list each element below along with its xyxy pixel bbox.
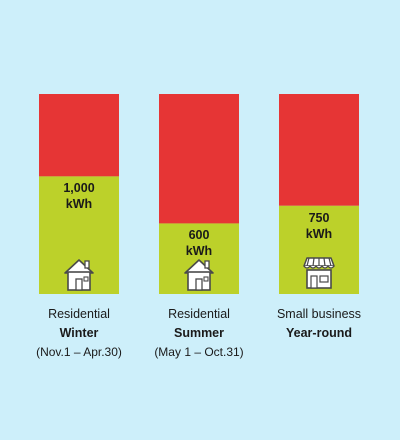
store-awning-edge bbox=[303, 264, 335, 269]
store-awning-stripe bbox=[306, 257, 310, 267]
category-label: Residential Summer (May 1 – Oct.31) bbox=[139, 305, 259, 362]
bar-value-amount: 1,000 bbox=[63, 181, 95, 196]
store-icon bbox=[303, 257, 335, 289]
category-line2: Winter bbox=[59, 326, 99, 340]
bar-value-label: 750 kWh bbox=[279, 210, 359, 242]
store-awning-stripe bbox=[328, 257, 332, 267]
category-line3: (Nov.1 – Apr.30) bbox=[36, 345, 122, 359]
category-label: Small business Year-round bbox=[259, 305, 379, 343]
house-icon bbox=[64, 259, 94, 291]
bar-value-unit: kWh bbox=[185, 244, 213, 259]
bar-value-amount: 750 bbox=[308, 210, 330, 225]
store-awning-stripe bbox=[312, 257, 315, 267]
store-door bbox=[310, 275, 318, 289]
bar-limit-0 bbox=[39, 94, 119, 177]
category-line2: Summer bbox=[173, 326, 225, 340]
category-label: Residential Winter (Nov.1 – Apr.30) bbox=[19, 305, 139, 362]
bar-limit-2 bbox=[279, 94, 359, 206]
store-awning-stripe bbox=[323, 257, 326, 267]
bar-value-unit: kWh bbox=[305, 226, 333, 241]
store-window bbox=[319, 275, 329, 283]
category-line1: Residential bbox=[48, 307, 110, 321]
house-chimney bbox=[84, 260, 90, 269]
house-chimney bbox=[204, 260, 210, 269]
house-door bbox=[75, 278, 83, 291]
bar-value-label: 1,000 kWh bbox=[39, 180, 119, 212]
house-icon bbox=[184, 259, 214, 291]
category-line2: Year-round bbox=[286, 326, 352, 340]
house-door bbox=[195, 278, 203, 291]
bar-limit-1 bbox=[159, 94, 239, 224]
bar-value-unit: kWh bbox=[65, 197, 93, 212]
house-window bbox=[203, 276, 209, 282]
category-line1: Small business bbox=[276, 307, 362, 321]
house-window bbox=[83, 276, 89, 282]
bar-value-amount: 600 bbox=[188, 228, 210, 243]
category-line3: (May 1 – Oct.31) bbox=[154, 345, 244, 359]
bar-value-label: 600 kWh bbox=[159, 227, 239, 259]
category-line1: Residential bbox=[168, 307, 230, 321]
